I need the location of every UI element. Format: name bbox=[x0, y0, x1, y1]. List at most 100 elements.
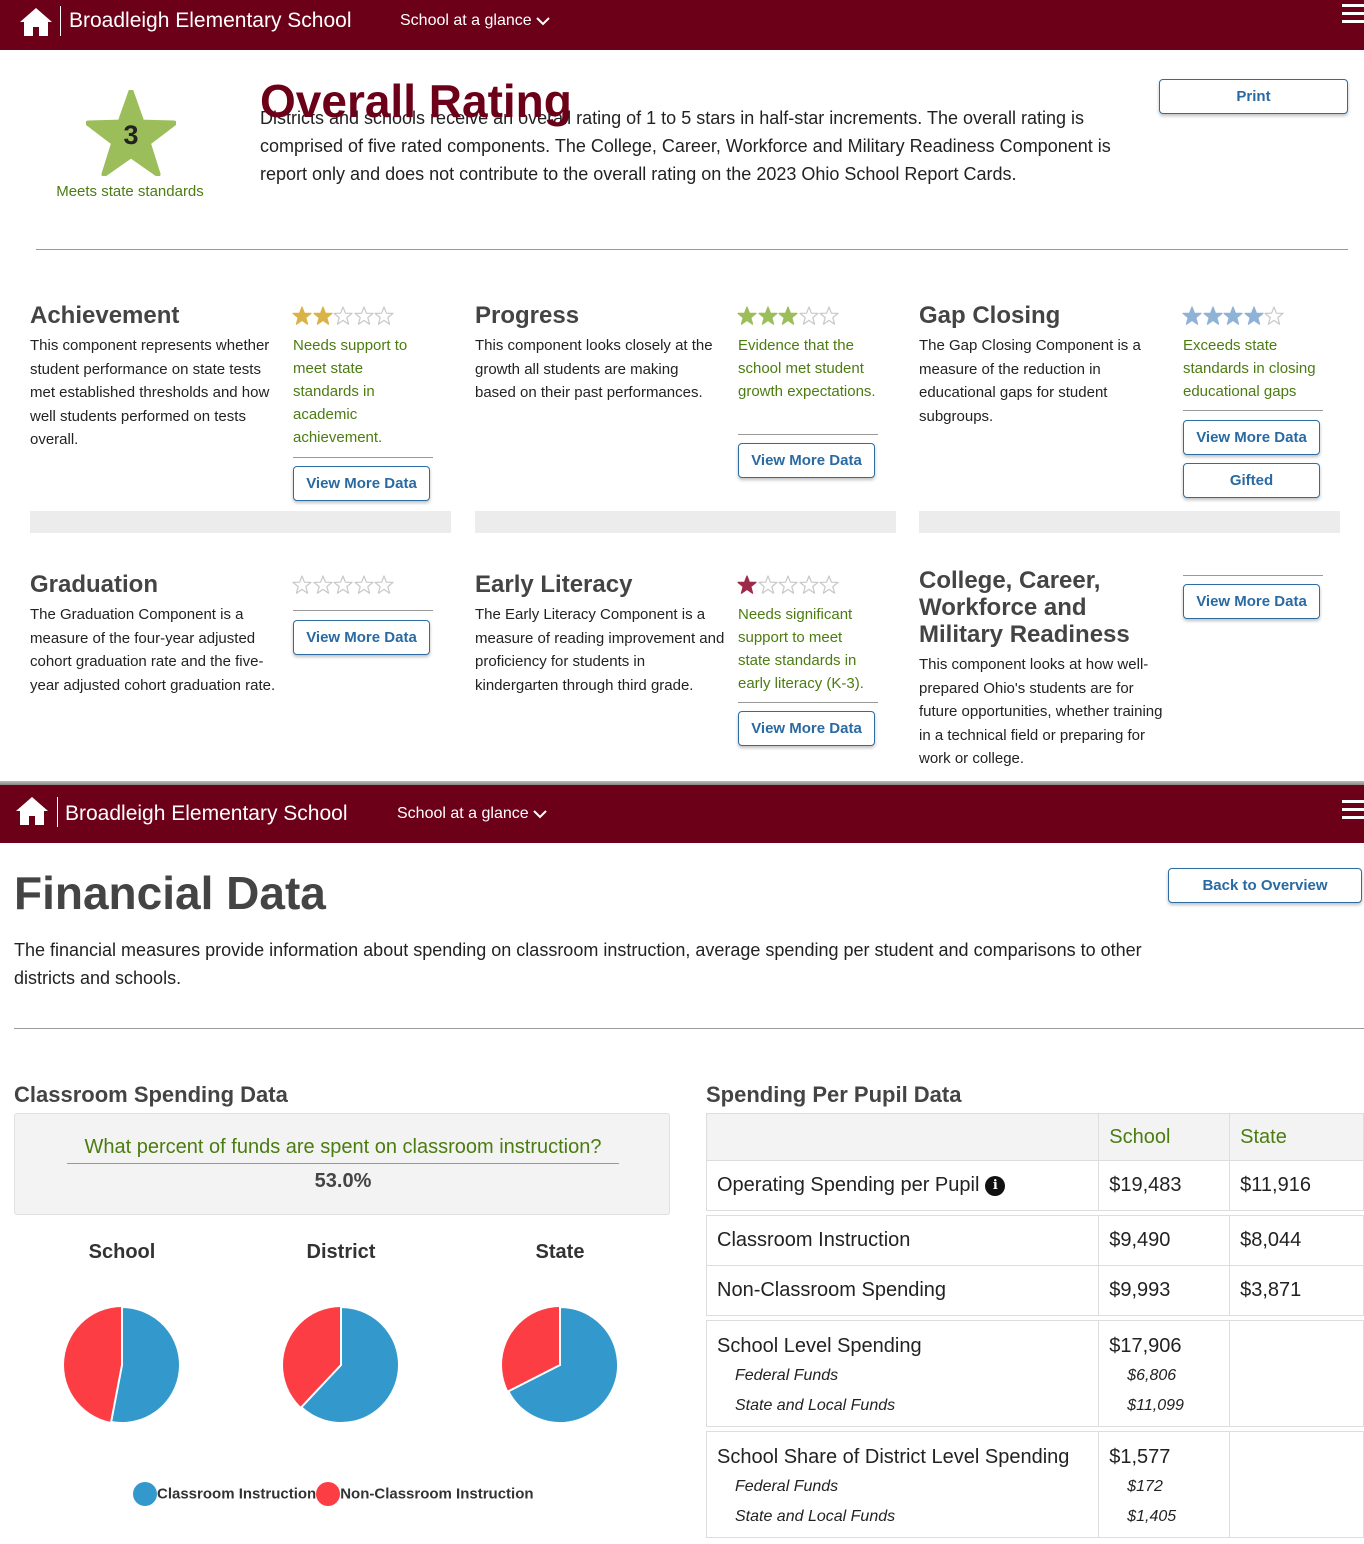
spending-per-pupil-table: School State Operating Spending per Pupi… bbox=[705, 1113, 1364, 1538]
legend-label-classroom: Classroom Instruction bbox=[157, 1485, 317, 1503]
school-at-a-glance-menu[interactable]: School at a glance bbox=[397, 805, 547, 823]
legend-swatch-non-classroom bbox=[316, 1482, 341, 1506]
divider bbox=[293, 457, 433, 458]
sub-label: Federal Funds bbox=[735, 1367, 839, 1384]
empty-cell bbox=[1229, 1431, 1364, 1538]
state-value: $11,916 bbox=[1229, 1160, 1364, 1211]
gap-closing-view-more-button[interactable]: View More Data bbox=[1183, 420, 1320, 455]
pie-legend: Classroom Instruction Non-Classroom Instr… bbox=[133, 1482, 534, 1506]
home-icon[interactable] bbox=[18, 6, 54, 38]
overall-rating-star-icon bbox=[86, 90, 176, 176]
row-label: Operating Spending per Pupil i bbox=[705, 1160, 1100, 1211]
ccwmr-title-line: College, Career, bbox=[919, 567, 1101, 594]
back-to-overview-button[interactable]: Back to Overview bbox=[1168, 868, 1362, 903]
star-empty-icon bbox=[333, 306, 353, 325]
hamburger-menu-icon[interactable] bbox=[1342, 800, 1364, 824]
progress-status: Evidence that the school met student gro… bbox=[738, 337, 876, 400]
pie-label-state: State bbox=[535, 1241, 585, 1263]
ccwmr-view-more-button[interactable]: View More Data bbox=[1183, 584, 1320, 619]
empty-cell bbox=[1229, 1320, 1364, 1427]
star-empty-icon bbox=[374, 575, 394, 594]
section-band bbox=[30, 511, 451, 533]
school-name[interactable]: Broadleigh Elementary School bbox=[65, 802, 348, 825]
graduation-view-more-button[interactable]: View More Data bbox=[293, 620, 430, 655]
overall-rating-value: 3 bbox=[123, 120, 139, 150]
top-navbar: Broadleigh Elementary School School at a… bbox=[0, 0, 1364, 50]
star-empty-icon bbox=[798, 575, 819, 594]
star-filled-icon bbox=[737, 575, 757, 594]
group-label: School Level Spending bbox=[717, 1335, 922, 1357]
ccwmr-title: College, Career, Workforce and Military … bbox=[919, 567, 1130, 648]
legend-label-non-classroom: Non-Classroom Instruction bbox=[340, 1485, 534, 1503]
overall-rating-title: Overall Rating bbox=[260, 75, 572, 127]
table-row-group: School Level Spending Federal Funds Stat… bbox=[705, 1320, 1364, 1427]
gap-closing-stars bbox=[1182, 306, 1285, 328]
star-filled-icon bbox=[292, 306, 312, 325]
financial-navbar: Broadleigh Elementary School School at a… bbox=[0, 785, 1364, 843]
gap-closing-description: The Gap Closing Component is a measure o… bbox=[919, 337, 1141, 425]
sub-value: $11,099 bbox=[1127, 1397, 1184, 1414]
classroom-spending-title: Classroom Spending Data bbox=[14, 1082, 288, 1107]
early-literacy-status: Needs significant support to meet state … bbox=[738, 606, 864, 692]
gifted-button[interactable]: Gifted bbox=[1183, 463, 1320, 498]
school-value: $19,483 bbox=[1098, 1160, 1231, 1211]
divider bbox=[1183, 575, 1323, 576]
star-empty-icon bbox=[819, 575, 839, 594]
sub-value: $172 bbox=[1127, 1478, 1163, 1495]
spending-per-pupil-title: Spending Per Pupil Data bbox=[706, 1082, 962, 1107]
group-values: $1,577 $172 $1,405 bbox=[1098, 1431, 1231, 1538]
legend-swatch-classroom bbox=[133, 1482, 157, 1506]
home-icon[interactable] bbox=[14, 795, 50, 827]
pie-label-school: School bbox=[88, 1241, 156, 1263]
star-filled-icon bbox=[1223, 306, 1243, 325]
hamburger-menu-icon[interactable] bbox=[1342, 4, 1364, 28]
ccwmr-title-line: Workforce and bbox=[919, 594, 1087, 621]
ccwmr-title-line: Military Readiness bbox=[919, 621, 1130, 648]
star-empty-icon bbox=[778, 575, 798, 594]
group-values: $17,906 $6,806 $11,099 bbox=[1098, 1320, 1231, 1427]
star-empty-icon bbox=[353, 575, 374, 594]
info-icon[interactable]: i bbox=[985, 1176, 1006, 1196]
early-literacy-title: Early Literacy bbox=[475, 571, 633, 598]
star-filled-icon bbox=[1202, 306, 1223, 325]
star-filled-icon bbox=[1243, 306, 1264, 325]
table-header-cell bbox=[705, 1113, 1100, 1161]
classroom-percent-value: 53.0% bbox=[314, 1170, 372, 1192]
achievement-description: This component represents whether studen… bbox=[30, 337, 270, 449]
achievement-view-more-button[interactable]: View More Data bbox=[293, 466, 430, 501]
pie-label-district: District bbox=[306, 1241, 376, 1263]
sub-value: $1,405 bbox=[1127, 1508, 1177, 1525]
sub-label: Federal Funds bbox=[735, 1478, 839, 1495]
star-filled-icon bbox=[312, 306, 333, 325]
group-labels: School Share of District Level Spending … bbox=[705, 1431, 1100, 1538]
progress-view-more-button[interactable]: View More Data bbox=[738, 443, 875, 478]
pie-slice-classroom bbox=[506, 1305, 619, 1424]
overall-description: Districts and schools receive an overall… bbox=[260, 108, 1111, 184]
star-empty-icon bbox=[312, 575, 333, 594]
state-value: $8,044 bbox=[1229, 1215, 1364, 1266]
chevron-down-icon bbox=[532, 810, 547, 819]
star-empty-icon bbox=[819, 306, 839, 325]
state-value: $3,871 bbox=[1229, 1265, 1364, 1316]
school-name[interactable]: Broadleigh Elementary School bbox=[69, 9, 352, 32]
star-filled-icon bbox=[1182, 306, 1202, 325]
row-label-text: Operating Spending per Pupil bbox=[717, 1174, 980, 1196]
table-row: Operating Spending per Pupil i $19,483 $1… bbox=[705, 1160, 1364, 1211]
divider bbox=[293, 610, 433, 611]
chevron-down-icon bbox=[535, 17, 550, 26]
table-header-row: School State bbox=[705, 1113, 1364, 1161]
early-literacy-description: The Early Literacy Component is a measur… bbox=[475, 606, 725, 694]
star-empty-icon bbox=[757, 575, 778, 594]
pie-slice-classroom bbox=[299, 1305, 400, 1424]
school-value: $9,490 bbox=[1098, 1215, 1231, 1266]
school-at-a-glance-menu[interactable]: School at a glance bbox=[400, 12, 550, 30]
print-button[interactable]: Print bbox=[1159, 79, 1348, 114]
progress-stars bbox=[737, 306, 840, 328]
star-filled-icon bbox=[737, 306, 757, 325]
progress-description: This component looks closely at the grow… bbox=[475, 337, 713, 402]
classroom-spending-pies bbox=[64, 1305, 619, 1424]
group-value: $17,906 bbox=[1109, 1335, 1182, 1357]
gap-closing-title: Gap Closing bbox=[919, 302, 1061, 329]
early-literacy-view-more-button[interactable]: View More Data bbox=[738, 711, 875, 746]
nav-separator bbox=[60, 6, 61, 36]
